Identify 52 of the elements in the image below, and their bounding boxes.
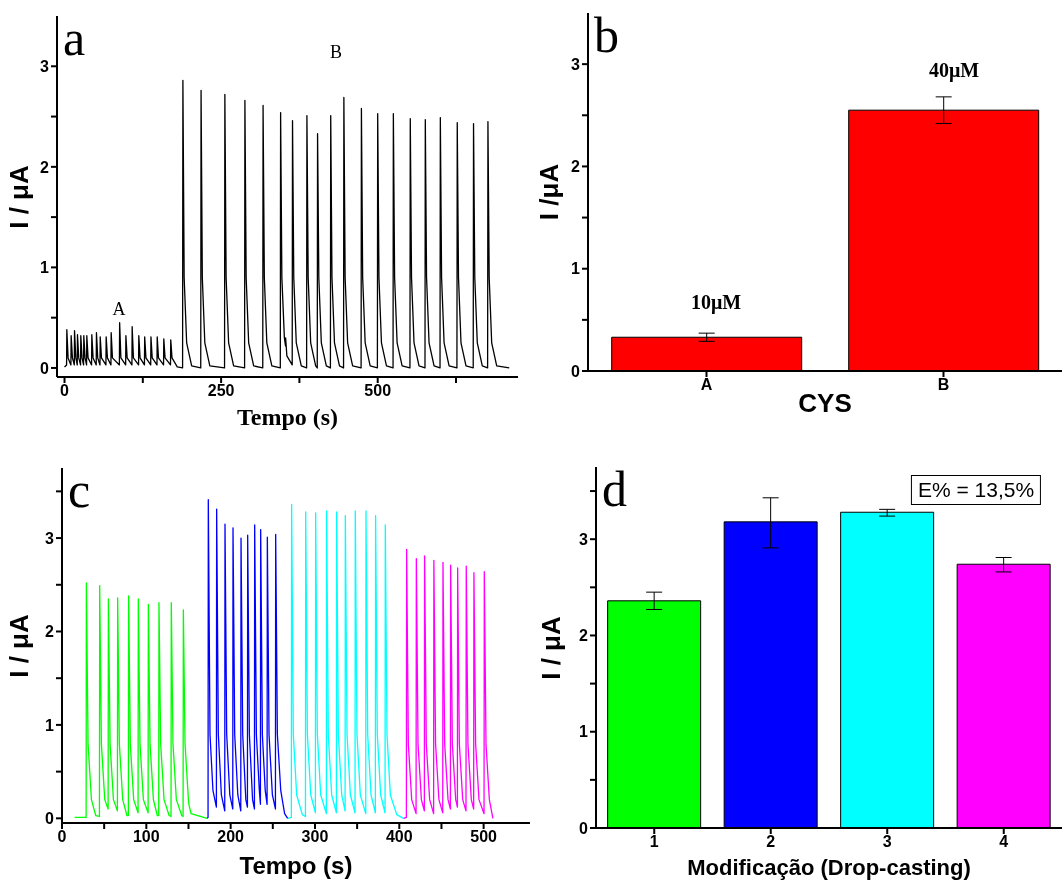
y-tick-label: 3 <box>40 57 50 75</box>
x-axis-title: CYS <box>798 388 852 419</box>
line-series <box>63 79 510 369</box>
y-tick-label: 0 <box>571 362 581 380</box>
chart-title: c <box>68 462 91 518</box>
y-axis-title: I /μA <box>534 163 565 221</box>
y-tick-label: 2 <box>40 158 50 176</box>
x-tick-label: 0 <box>60 382 70 400</box>
annotation: B <box>329 41 343 64</box>
x-tick-label: 2 <box>766 833 776 851</box>
y-tick-label: 2 <box>45 623 55 641</box>
line-series <box>402 548 494 819</box>
x-tick-label: B <box>937 376 950 394</box>
y-tick-label: 0 <box>40 359 50 377</box>
annotation: 10μM <box>690 290 742 315</box>
x-axis-title: Modificação (Drop-casting) <box>687 855 971 881</box>
annotation: 40μM <box>928 58 980 83</box>
y-tick-label: 3 <box>45 529 55 547</box>
y-tick-label: 2 <box>579 627 589 645</box>
y-axis-title: I / μA <box>536 615 567 680</box>
x-tick-label: 250 <box>207 382 235 400</box>
x-axis-title: Tempo (s) <box>239 852 353 880</box>
x-tick-label: 3 <box>882 833 892 851</box>
x-tick-label: 400 <box>385 828 413 846</box>
x-tick-label: 300 <box>301 828 329 846</box>
x-tick-label: 4 <box>999 833 1009 851</box>
x-tick-label: 100 <box>132 828 160 846</box>
chart-title: b <box>594 7 619 63</box>
y-tick-label: 3 <box>571 55 581 73</box>
x-axis-title: Tempo (s) <box>236 404 339 432</box>
x-tick-label: 500 <box>470 828 498 846</box>
chart-title: a <box>63 10 86 66</box>
y-tick-label: 0 <box>45 810 55 828</box>
annotation: E% = 13,5% <box>910 475 1042 505</box>
y-tick-label: 2 <box>571 158 581 176</box>
y-axis-title: I / μA <box>4 164 35 229</box>
y-tick-label: 1 <box>579 723 589 741</box>
annotation: A <box>112 298 126 321</box>
x-tick-label: 0 <box>57 828 67 846</box>
x-tick-label: 500 <box>364 382 392 400</box>
chart-title: d <box>602 461 627 517</box>
y-tick-label: 1 <box>45 716 55 734</box>
y-tick-label: 1 <box>40 259 50 277</box>
y-axis-title: I / μA <box>4 613 35 678</box>
line-series <box>206 499 289 819</box>
x-tick-label: A <box>700 376 713 394</box>
y-tick-label: 1 <box>571 260 581 278</box>
x-tick-label: 200 <box>217 828 245 846</box>
y-tick-label: 3 <box>579 530 589 548</box>
line-series <box>287 503 405 819</box>
line-series <box>74 582 208 819</box>
x-tick-label: 1 <box>649 833 659 851</box>
